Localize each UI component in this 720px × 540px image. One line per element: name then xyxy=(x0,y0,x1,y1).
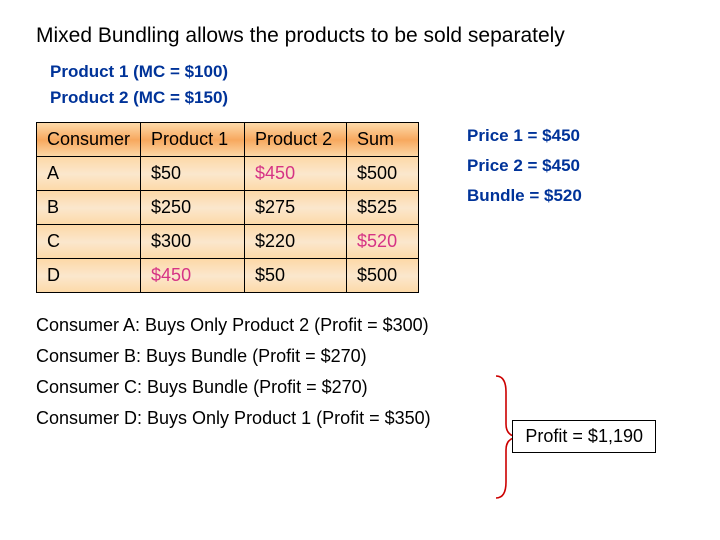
price-bundle: Bundle = $520 xyxy=(467,186,582,206)
price-1: Price 1 = $450 xyxy=(467,126,582,146)
price-2: Price 2 = $450 xyxy=(467,156,582,176)
mc-product-1: Product 1 (MC = $100) xyxy=(50,62,684,82)
price-list: Price 1 = $450 Price 2 = $450 Bundle = $… xyxy=(467,126,582,216)
table-cell: $275 xyxy=(245,191,347,225)
table-cell: C xyxy=(37,225,141,259)
consumer-b-result: Consumer B: Buys Bundle (Profit = $270) xyxy=(36,346,684,367)
content-row: Consumer Product 1 Product 2 Sum A$50$45… xyxy=(36,122,684,293)
profit-total: Profit = $1,190 xyxy=(512,420,656,453)
mc-product-2: Product 2 (MC = $150) xyxy=(50,88,684,108)
header-product1: Product 1 xyxy=(141,123,245,157)
table-row: A$50$450$500 xyxy=(37,157,419,191)
table-cell: $50 xyxy=(245,259,347,293)
table-cell: B xyxy=(37,191,141,225)
table-cell: $500 xyxy=(347,259,419,293)
table-cell: $220 xyxy=(245,225,347,259)
table-row: C$300$220$520 xyxy=(37,225,419,259)
table-header-row: Consumer Product 1 Product 2 Sum xyxy=(37,123,419,157)
table-cell: $500 xyxy=(347,157,419,191)
table-cell: $450 xyxy=(245,157,347,191)
table-row: B$250$275$525 xyxy=(37,191,419,225)
table-cell: $520 xyxy=(347,225,419,259)
consumer-table: Consumer Product 1 Product 2 Sum A$50$45… xyxy=(36,122,419,293)
table-cell: $450 xyxy=(141,259,245,293)
header-sum: Sum xyxy=(347,123,419,157)
header-product2: Product 2 xyxy=(245,123,347,157)
table-cell: $525 xyxy=(347,191,419,225)
header-consumer: Consumer xyxy=(37,123,141,157)
consumer-results: Consumer A: Buys Only Product 2 (Profit … xyxy=(36,315,684,429)
table-row: D$450$50$500 xyxy=(37,259,419,293)
consumer-c-result: Consumer C: Buys Bundle (Profit = $270) xyxy=(36,377,684,398)
page-title: Mixed Bundling allows the products to be… xyxy=(36,24,684,48)
consumer-a-result: Consumer A: Buys Only Product 2 (Profit … xyxy=(36,315,684,336)
table-cell: D xyxy=(37,259,141,293)
table-cell: $250 xyxy=(141,191,245,225)
table-cell: $300 xyxy=(141,225,245,259)
table-cell: $50 xyxy=(141,157,245,191)
table-cell: A xyxy=(37,157,141,191)
